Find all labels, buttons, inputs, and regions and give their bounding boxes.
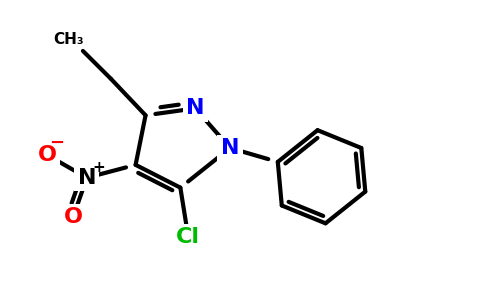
Text: N: N	[77, 168, 96, 188]
Text: −: −	[49, 134, 65, 152]
Text: O: O	[63, 207, 82, 227]
Text: +: +	[92, 160, 105, 175]
Text: CH₃: CH₃	[54, 32, 84, 46]
Text: N: N	[221, 138, 239, 158]
Text: Cl: Cl	[176, 227, 200, 247]
Text: N: N	[186, 98, 205, 118]
Text: O: O	[38, 145, 57, 165]
